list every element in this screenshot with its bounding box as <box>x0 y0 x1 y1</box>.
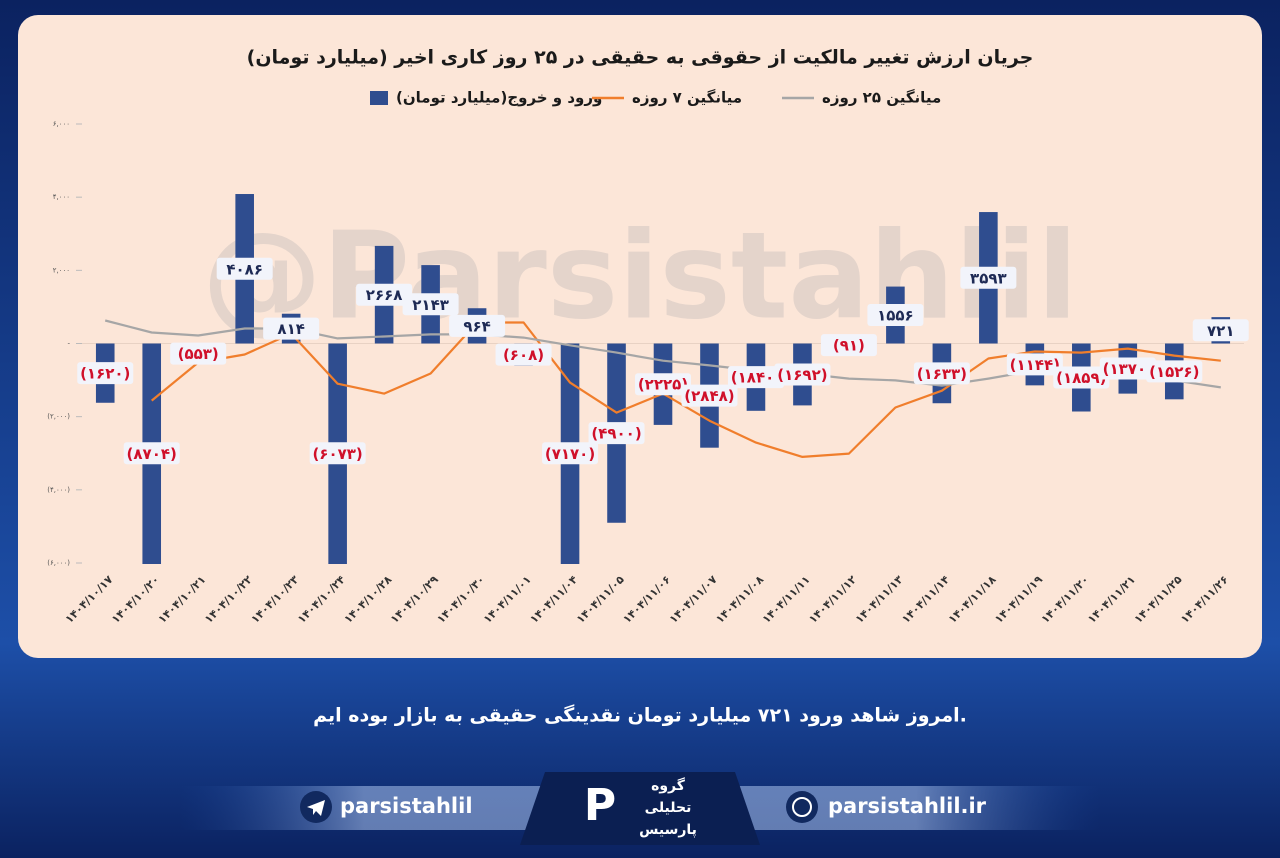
data-label: ۳۵۹۳ <box>970 269 1007 287</box>
data-label-box <box>588 422 645 445</box>
y-tick-label: ۶,۰۰۰ <box>53 120 70 128</box>
data-label: (۴۹۰۰) <box>591 425 641 443</box>
data-label: (۱۶۳۳) <box>917 365 967 383</box>
data-label: ۲۶۶۸ <box>366 286 403 304</box>
data-label: (۱۸۴۰) <box>731 369 781 387</box>
data-label-box <box>913 362 970 385</box>
data-label-box <box>356 283 413 306</box>
data-label: ۲۱۴۳ <box>412 296 449 314</box>
data-label-box <box>1192 319 1249 342</box>
data-label-box <box>635 373 691 396</box>
data-label: ۸۱۴ <box>277 320 304 338</box>
data-label: (۷۱۷۰) <box>545 445 595 463</box>
data-labels: (۱۶۲۰) (۸۷۰۴) (۵۵۳) ۴۰۸۶ ۸۱۴ (۶۰۷۳) ۲۶۶۸ ۲۱۴۳ ۹۶… <box>77 257 1249 465</box>
data-label-box <box>774 363 831 386</box>
logo-box <box>520 772 760 845</box>
data-label: (۱۵۲۶) <box>1149 363 1199 381</box>
y-tick-label: ۴,۰۰۰ <box>53 193 70 201</box>
line-series <box>151 321 1221 458</box>
data-label: ۱۵۵۶ <box>877 307 914 325</box>
logo-mark: P <box>584 780 616 831</box>
data-label-box <box>77 362 134 385</box>
telegram-handle: parsistahlil <box>340 794 473 818</box>
watermark: @Parsistahlil <box>202 208 1078 347</box>
data-label-box <box>727 366 784 389</box>
data-label: (۱۸۵۹) <box>1056 369 1106 387</box>
data-label-box <box>820 334 877 357</box>
data-label-box <box>309 442 366 465</box>
telegram-glyph <box>307 800 325 816</box>
logo-line: گروه <box>651 777 686 794</box>
legend-swatch <box>370 91 388 105</box>
data-label: (۱۱۴۴) <box>1010 356 1060 374</box>
data-label: (۸۷۰۴) <box>127 445 177 463</box>
data-label: ۷۲۱ <box>1207 322 1234 340</box>
data-label-box <box>170 342 227 365</box>
data-label: ۹۶۴ <box>463 317 490 335</box>
logo-line: پارسیس <box>639 822 697 838</box>
data-label: (۹۱) <box>833 337 865 355</box>
data-label: ۴۰۸۶ <box>226 260 263 278</box>
data-label: (۱۳۷۰) <box>1103 360 1153 378</box>
data-label: (۲۲۲۵) <box>638 376 688 394</box>
data-label-box <box>1053 366 1110 389</box>
data-label-box <box>123 442 180 465</box>
data-label: (۶۰۷۳) <box>312 445 362 463</box>
data-label-box <box>402 293 459 316</box>
legend-label: میانگین ۷ روزه <box>632 89 742 107</box>
web-glyph <box>792 797 812 817</box>
logo-line: تحلیلی <box>645 800 692 816</box>
footer-message: امروز شاهد ورود ۷۲۱ میلیارد تومان نقدینگ… <box>313 704 967 727</box>
y-tick-label: ۲,۰۰۰ <box>53 266 70 274</box>
data-label: (۵۵۳) <box>178 345 219 363</box>
data-label: (۲۸۴۸) <box>684 387 734 405</box>
data-label-box <box>867 304 924 327</box>
legend-label: میانگین ۲۵ روزه <box>822 89 941 107</box>
data-label-box <box>1099 357 1156 380</box>
y-tick-label: (۶,۰۰۰) <box>47 559 70 567</box>
y-tick-label: (۴,۰۰۰) <box>47 486 70 494</box>
y-tick-label: - <box>67 340 70 348</box>
data-label-box <box>495 343 552 366</box>
data-label-box <box>542 442 599 465</box>
data-label-box <box>1006 353 1063 376</box>
y-tick-label: (۲,۰۰۰) <box>47 413 70 421</box>
data-label: (۱۶۲۰) <box>80 365 130 383</box>
data-label-box <box>263 317 320 340</box>
data-label-box <box>960 266 1017 289</box>
data-label: (۶۰۸) <box>503 346 544 364</box>
data-label-box <box>449 314 506 337</box>
chart-title: جریان ارزش تغییر مالکیت از حقوقی به حقیق… <box>247 47 1034 69</box>
web-icon <box>786 791 818 823</box>
data-label-box <box>1146 360 1203 383</box>
legend-label: ورود و خروج(میلیارد تومان) <box>396 89 602 107</box>
data-label: (۱۶۹۲) <box>777 366 827 384</box>
website: parsistahlil.ir <box>828 794 987 818</box>
data-label-box <box>681 384 738 407</box>
data-label-box <box>216 257 273 280</box>
